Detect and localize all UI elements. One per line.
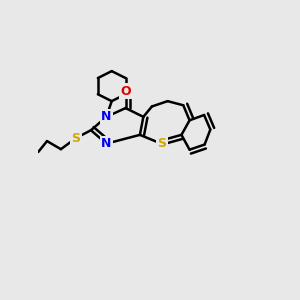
Text: S: S [157,137,166,150]
Text: N: N [101,110,112,123]
Text: S: S [71,132,80,145]
Text: O: O [120,85,131,98]
Text: N: N [101,137,112,150]
